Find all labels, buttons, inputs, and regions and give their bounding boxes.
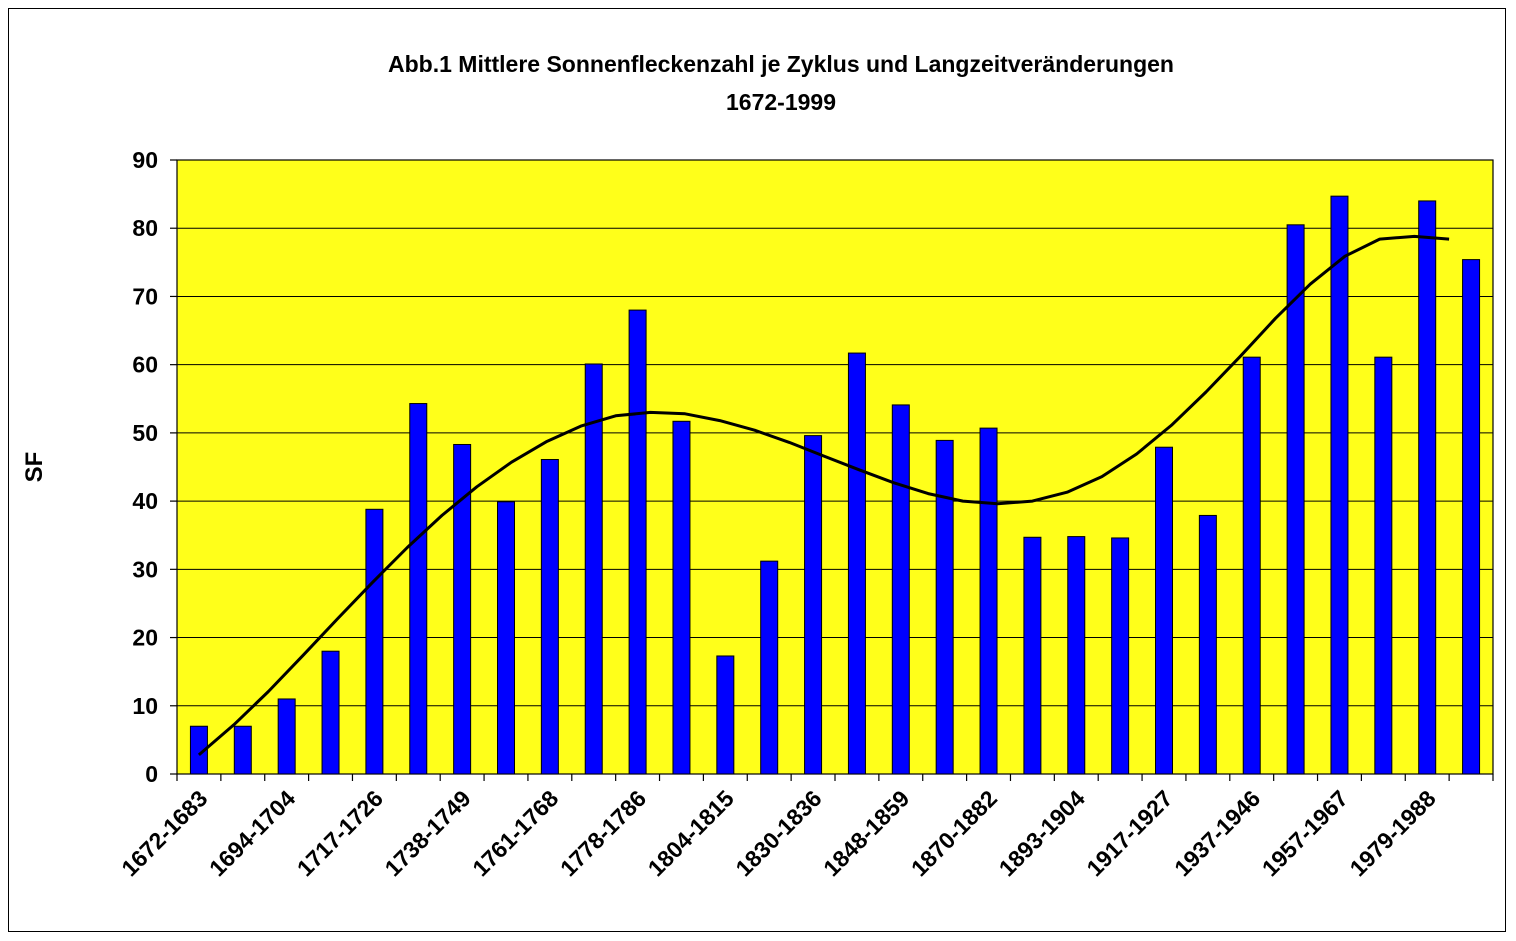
x-tick-label: 1870-1882 bbox=[906, 785, 1002, 881]
y-tick-label: 40 bbox=[132, 488, 158, 514]
x-tick-label: 1778-1786 bbox=[555, 785, 651, 881]
x-tick-label: 1694-1704 bbox=[204, 785, 300, 881]
x-tick-label: 1738-1749 bbox=[380, 785, 476, 881]
trend-layer bbox=[197, 234, 1450, 757]
trend-line bbox=[197, 234, 1450, 757]
bar-20 bbox=[1023, 536, 1042, 775]
bar-9 bbox=[540, 458, 559, 775]
y-tick-label: 10 bbox=[132, 693, 158, 719]
chart-subtitle: 1672-1999 bbox=[726, 89, 836, 115]
x-tick-label: 1957-1967 bbox=[1257, 785, 1353, 881]
x-tick-label: 1804-1815 bbox=[643, 785, 739, 881]
bar-7 bbox=[453, 443, 472, 775]
bar-4 bbox=[321, 650, 340, 775]
x-tick-label: 1717-1726 bbox=[292, 785, 388, 881]
bar-21 bbox=[1067, 536, 1086, 775]
bar-10 bbox=[584, 363, 603, 775]
bar-17 bbox=[891, 404, 910, 775]
bar-layer bbox=[189, 195, 1481, 775]
bar-5 bbox=[365, 508, 384, 775]
bar-27 bbox=[1330, 195, 1349, 775]
x-tick-label: 1979-1988 bbox=[1345, 785, 1441, 881]
chart-title: Abb.1 Mittlere Sonnenfleckenzahl je Zykl… bbox=[388, 51, 1174, 77]
x-tick-label: 1830-1836 bbox=[730, 785, 826, 881]
y-tick-label: 50 bbox=[132, 420, 158, 446]
y-tick-label: 0 bbox=[145, 761, 158, 787]
bar-30 bbox=[1462, 259, 1481, 775]
x-tick-label: 1917-1927 bbox=[1081, 785, 1177, 881]
bar-15 bbox=[804, 435, 823, 775]
bar-23 bbox=[1155, 446, 1173, 775]
bar-29 bbox=[1418, 200, 1437, 775]
x-tick-label: 1848-1859 bbox=[818, 785, 914, 881]
bar-16 bbox=[847, 352, 866, 775]
y-axis-label: SF bbox=[21, 452, 48, 483]
x-tick-label: 1761-1768 bbox=[467, 785, 563, 881]
bar-8 bbox=[497, 501, 515, 775]
bar-11 bbox=[628, 309, 647, 775]
bar-14 bbox=[760, 560, 779, 775]
x-tick-label: 1893-1904 bbox=[994, 785, 1090, 881]
y-tick-label: 80 bbox=[132, 215, 158, 241]
y-tick-label: 20 bbox=[132, 625, 158, 651]
bar-22 bbox=[1111, 537, 1130, 775]
grid-layer bbox=[177, 227, 1493, 707]
y-tick-label: 90 bbox=[132, 147, 158, 173]
bar-13 bbox=[716, 655, 735, 775]
x-tick-label: 1937-1946 bbox=[1169, 785, 1265, 881]
bar-26 bbox=[1286, 224, 1305, 775]
plot-area bbox=[176, 159, 1494, 775]
bar-28 bbox=[1374, 356, 1393, 775]
x-tick-label: 1672-1683 bbox=[116, 785, 212, 881]
bar-18 bbox=[935, 439, 954, 775]
bar-12 bbox=[672, 420, 691, 775]
y-tick-label: 60 bbox=[132, 352, 158, 378]
bar-3 bbox=[277, 698, 296, 775]
chart-frame: Abb.1 Mittlere Sonnenfleckenzahl je Zykl… bbox=[8, 8, 1506, 932]
bar-25 bbox=[1242, 356, 1261, 775]
bar-6 bbox=[409, 403, 428, 775]
bar-1 bbox=[189, 725, 208, 775]
bar-19 bbox=[979, 427, 998, 775]
y-tick-label: 70 bbox=[132, 283, 158, 309]
y-tick-label: 30 bbox=[132, 556, 158, 582]
bar-2 bbox=[233, 725, 252, 775]
bar-24 bbox=[1198, 514, 1217, 775]
